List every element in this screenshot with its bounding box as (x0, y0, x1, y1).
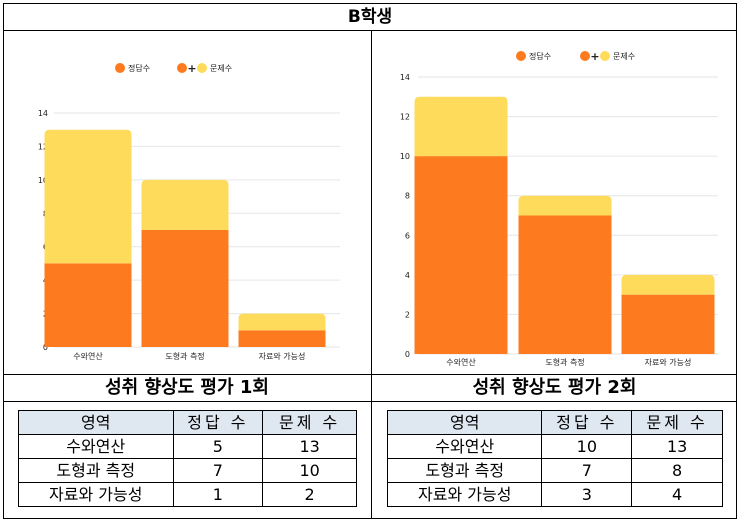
y-tick-label: 12 (400, 113, 410, 122)
header-correct: 정답 수 (172, 410, 264, 435)
bar-segment-correct (518, 215, 612, 354)
y-tick-label: 6 (405, 231, 410, 240)
bar-segment-correct (141, 230, 229, 347)
bar-segment-remaining (44, 129, 132, 264)
cell-area: 수와연산 (386, 434, 543, 459)
cell-total: 13 (262, 434, 357, 459)
legend-label-total: 문제수 (613, 52, 635, 61)
y-tick-label: 14 (38, 109, 48, 118)
table-header-row: 영역 정답 수 문제 수 (386, 410, 723, 435)
x-category-label: 도형과 측정 (545, 357, 584, 367)
bar-segment-correct (44, 263, 132, 347)
table-row: 자료와 가능성 3 4 (386, 482, 723, 507)
table-row: 수와연산 5 13 (18, 434, 357, 459)
score-table-2: 영역 정답 수 문제 수 수와연산 10 13 도형과 측정 7 8 자료와 가… (386, 410, 723, 507)
cell-correct: 5 (172, 434, 264, 459)
header-area: 영역 (386, 410, 543, 435)
bar-segment-remaining (621, 274, 715, 295)
y-tick-label: 0 (43, 343, 48, 352)
bar-segment-correct (414, 156, 508, 354)
table-row: 도형과 측정 7 10 (18, 458, 357, 483)
x-category-label: 자료와 가능성 (259, 351, 306, 361)
cell-correct: 10 (541, 434, 633, 459)
legend-label-correct: 정답수 (128, 63, 150, 73)
header-area: 영역 (18, 410, 174, 435)
legend-marker-total (197, 63, 207, 73)
bar-segment-remaining (414, 96, 508, 157)
y-tick-label: 2 (405, 310, 410, 319)
chart-panel-2: 0 2 4 6 8 10 12 14 수와연산 도형과 측정 자료와 가능성 정답수 + 문제수 (373, 31, 736, 374)
x-category-label: 수와연산 (73, 351, 103, 361)
x-category-label: 수와연산 (446, 357, 476, 367)
y-tick-label: 14 (400, 73, 410, 82)
cell-area: 수와연산 (18, 434, 174, 459)
table-row: 자료와 가능성 1 2 (18, 482, 357, 507)
cell-total: 10 (262, 458, 357, 483)
cell-area: 자료와 가능성 (18, 482, 174, 507)
y-tick-label: 12 (38, 142, 48, 151)
table-row: 수와연산 10 13 (386, 434, 723, 459)
legend-label-total: 문제수 (210, 64, 232, 73)
score-table-1: 영역 정답 수 문제 수 수와연산 5 13 도형과 측정 7 10 자료와 가… (18, 410, 357, 507)
table-header-row: 영역 정답 수 문제 수 (18, 410, 357, 435)
cell-area: 도형과 측정 (386, 458, 543, 483)
y-tick-label: 10 (38, 176, 48, 185)
legend-marker-correct (516, 51, 526, 61)
header-total: 문제 수 (631, 410, 723, 435)
cell-total: 13 (631, 434, 723, 459)
cell-total: 8 (631, 458, 723, 483)
stacked-bar-chart-2: 0 2 4 6 8 10 12 14 수와연산 도형과 측정 자료와 가능성 정답수 + 문제수 (400, 50, 718, 367)
chart-1-subtitle: 성취 향상도 평가 1회 (105, 377, 269, 398)
table-row: 도형과 측정 7 8 (386, 458, 723, 483)
y-tick-label: 4 (405, 271, 410, 280)
legend-marker-plus (177, 63, 187, 73)
legend-marker-plus (580, 51, 590, 61)
bar-segment-remaining (518, 195, 612, 216)
y-tick-label: 8 (405, 192, 410, 201)
header-correct: 정답 수 (541, 410, 633, 435)
legend-label-plus: + (187, 62, 196, 75)
bar-segment-remaining (141, 179, 229, 230)
legend-marker-total (600, 51, 610, 61)
legend-label-correct: 정답수 (529, 51, 551, 61)
x-category-label: 도형과 측정 (165, 351, 204, 361)
chart-2-subtitle: 성취 향상도 평가 2회 (472, 377, 637, 398)
header-total: 문제 수 (262, 410, 357, 435)
x-category-label: 자료와 가능성 (645, 357, 692, 367)
cell-correct: 3 (541, 482, 633, 507)
bar-segment-correct (621, 294, 715, 354)
cell-total: 2 (262, 482, 357, 507)
bar-segment-remaining (238, 313, 326, 331)
y-tick-label: 0 (405, 350, 410, 359)
legend-label-plus: + (590, 50, 599, 63)
legend-marker-correct (115, 63, 125, 73)
cell-total: 4 (631, 482, 723, 507)
cell-area: 자료와 가능성 (386, 482, 543, 507)
cell-correct: 7 (541, 458, 633, 483)
page-title: B학생 (4, 4, 736, 31)
cell-area: 도형과 측정 (18, 458, 174, 483)
column-divider (371, 31, 372, 518)
cell-correct: 1 (172, 482, 264, 507)
y-tick-label: 10 (400, 152, 410, 161)
bar-segment-correct (238, 330, 326, 347)
cell-correct: 7 (172, 458, 264, 483)
subtitle-row: 성취 향상도 평가 1회 성취 향상도 평가 2회 (4, 374, 736, 402)
